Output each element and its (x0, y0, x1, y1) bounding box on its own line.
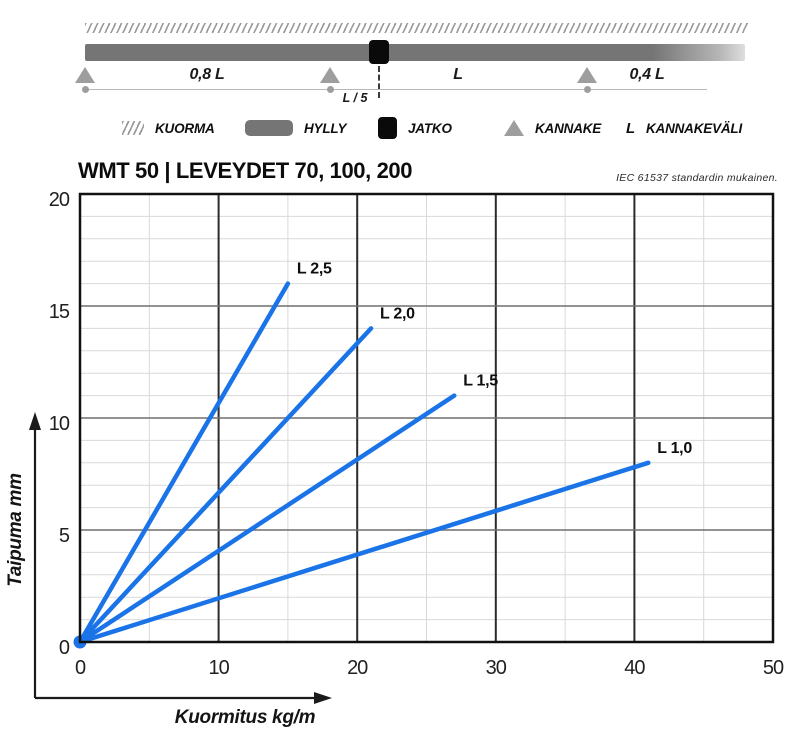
x-tick-label: 50 (763, 657, 784, 679)
shelf-bar-icon (245, 120, 293, 136)
legend-item-hylly: HYLLY (245, 114, 346, 142)
legend-label: KANNAKEVÄLI (645, 120, 743, 136)
x-axis-arrowhead-icon (314, 692, 332, 704)
y-tick-label: 0 (59, 637, 70, 659)
support-triangle-icon (504, 120, 524, 136)
sub-span-label: L / 5 (342, 91, 368, 105)
x-tick-label: 30 (486, 657, 507, 679)
x-tick-label: 20 (347, 657, 368, 679)
page-title: WMT 50 | LEVEYDET 70, 100, 200 (78, 158, 413, 183)
deflection-chart: L 2,5 L 2,0 L 1,5 L 1,0 0 10 20 30 40 50 0 5 10 15 20 T… (5, 190, 785, 728)
y-tick-label: 5 (59, 525, 70, 547)
y-axis-title: Taipuma mm (5, 473, 26, 587)
standard-note: IEC 61537 standardin mukainen. (616, 172, 778, 184)
x-tick-label: 40 (624, 657, 645, 679)
y-tick-label: 10 (49, 413, 70, 435)
x-tick-label: 10 (208, 657, 229, 679)
x-tick-label: 0 (75, 657, 86, 679)
y-axis-arrowhead-icon (29, 412, 41, 430)
legend-item-kuorma: KUORMA (122, 114, 215, 142)
support-triangle-2 (320, 67, 340, 83)
series-label: L 2,5 (297, 261, 332, 278)
series-line (77, 393, 457, 645)
y-tick-label: 20 (49, 190, 70, 211)
span-label-08l: 0,8 L (189, 66, 225, 83)
series-line (77, 281, 291, 645)
joint-dashed-line (378, 66, 380, 98)
length-symbol: L (626, 119, 635, 137)
series-label: L 2,0 (380, 305, 415, 322)
legend-item-jatko: JATKO (378, 114, 452, 142)
joint-marker (369, 40, 389, 64)
series-label: L 1,0 (657, 440, 692, 457)
legend-item-kannakevali: L KANNAKEVÄLI (626, 114, 742, 142)
dimension-line (85, 89, 707, 90)
hatch-icon (122, 121, 144, 135)
joint-square-icon (378, 117, 397, 139)
series-line (77, 326, 374, 645)
y-tick-label: 15 (49, 301, 70, 323)
span-label-04l: 0,4 L (629, 66, 665, 83)
span-label-l: L (453, 66, 463, 83)
dimension-dot-2 (327, 86, 334, 93)
legend-label: HYLLY (304, 120, 347, 136)
legend-item-kannake: KANNAKE (504, 114, 601, 142)
load-hatch-strip (85, 23, 748, 33)
series-label: L 1,5 (463, 373, 498, 390)
legend-label: KANNAKE (535, 120, 602, 136)
shelf-beam (85, 44, 745, 61)
series-line (77, 460, 651, 645)
x-axis-title: Kuormitus kg/m (175, 707, 316, 728)
dimension-dot-1 (82, 86, 89, 93)
support-triangle-1 (75, 67, 95, 83)
plot-frame (78, 192, 775, 644)
support-triangle-3 (577, 67, 597, 83)
legend-label: KUORMA (155, 120, 215, 136)
legend-label: JATKO (408, 120, 452, 136)
dimension-dot-3 (584, 86, 591, 93)
